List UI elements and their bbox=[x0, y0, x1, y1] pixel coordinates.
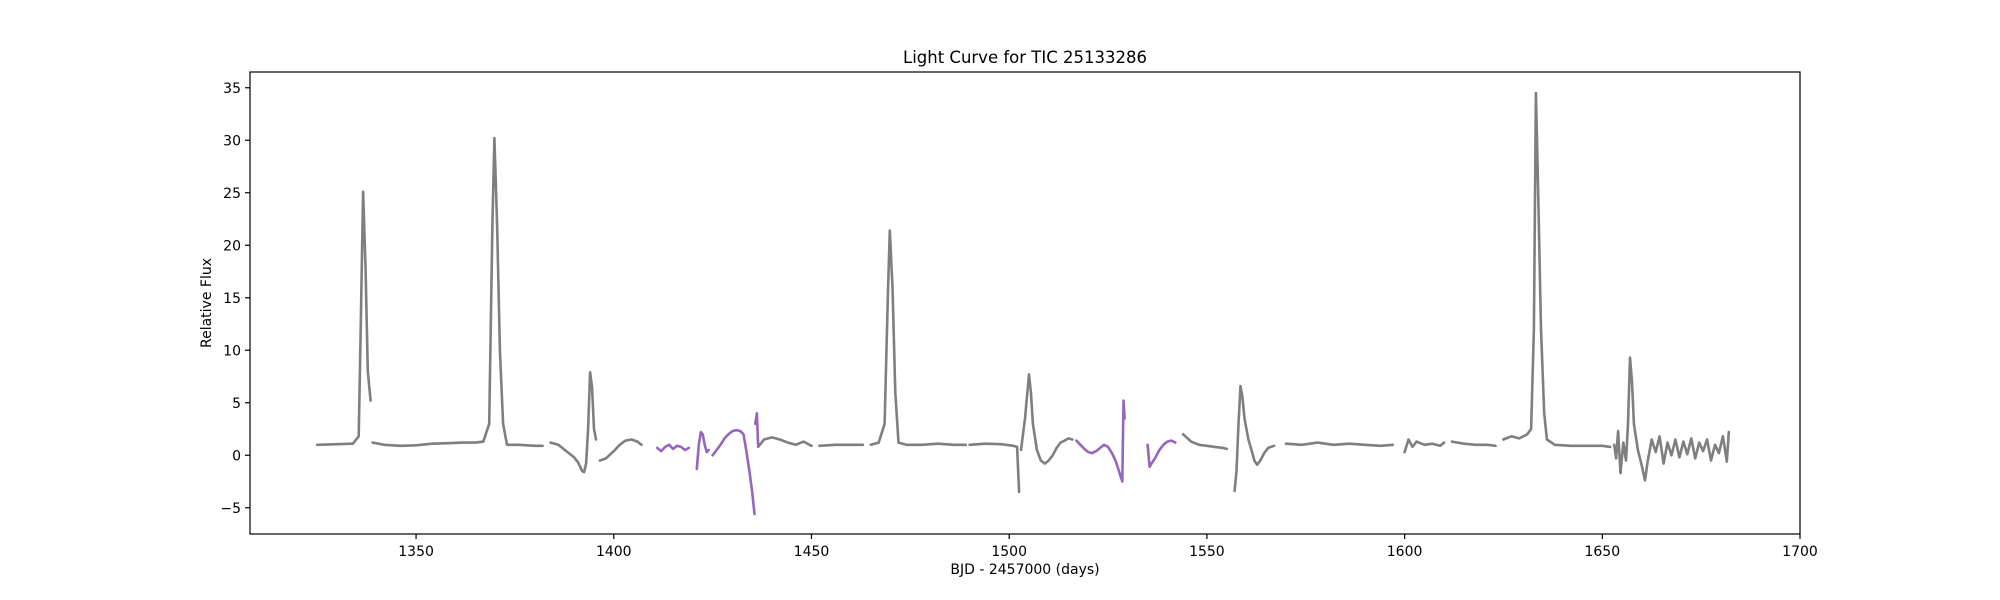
series-1-segment-4 bbox=[1075, 399, 1126, 483]
y-tick-label-15: 15 bbox=[223, 291, 241, 307]
series-1-segment-2 bbox=[711, 428, 756, 516]
y-tick-label-20: 20 bbox=[223, 238, 241, 254]
y-tick-label--5: −5 bbox=[220, 501, 241, 517]
x-axis-label: BJD - 2457000 (days) bbox=[950, 562, 1099, 578]
series-0-segment-4 bbox=[756, 436, 813, 449]
series-0-segment-9 bbox=[1181, 433, 1228, 451]
x-tick-label-1350: 1350 bbox=[398, 544, 434, 560]
series-1-segment-3 bbox=[754, 412, 760, 447]
x-tick-label-1600: 1600 bbox=[1387, 544, 1423, 560]
series-0-segment-1 bbox=[371, 136, 544, 448]
y-tick-label-5: 5 bbox=[232, 396, 241, 412]
series-0-segment-11 bbox=[1284, 441, 1394, 448]
series-0-segment-15 bbox=[1612, 356, 1731, 482]
series-0-segment-14 bbox=[1502, 91, 1612, 449]
y-axis-label: Relative Flux bbox=[199, 258, 215, 348]
series-0-segment-7 bbox=[968, 442, 1021, 494]
x-axis: 1350 1400 1450 1500 1550 1600 1650 1700 bbox=[398, 534, 1818, 560]
y-tick-label-0: 0 bbox=[232, 448, 241, 464]
series-1-segment-0 bbox=[656, 443, 691, 453]
chart-title: Light Curve for TIC 25133286 bbox=[903, 48, 1147, 67]
series-0-segment-13 bbox=[1450, 440, 1497, 448]
x-tick-label-1700: 1700 bbox=[1782, 544, 1818, 560]
x-tick-label-1450: 1450 bbox=[794, 544, 830, 560]
series-0-segment-12 bbox=[1403, 438, 1446, 454]
y-tick-label-30: 30 bbox=[223, 133, 241, 149]
y-axis: −5 0 5 10 15 20 25 30 35 bbox=[220, 81, 250, 517]
series-0-segment-5 bbox=[818, 443, 865, 448]
series-0-segment-3 bbox=[598, 438, 643, 462]
y-tick-label-10: 10 bbox=[223, 343, 241, 359]
series-1-segment-1 bbox=[695, 430, 710, 471]
series-0-segment-10 bbox=[1233, 384, 1276, 493]
x-tick-label-1500: 1500 bbox=[991, 544, 1027, 560]
x-tick-label-1550: 1550 bbox=[1189, 544, 1225, 560]
x-tick-label-1400: 1400 bbox=[596, 544, 632, 560]
plot-frame bbox=[249, 71, 1801, 535]
series-0-segment-2 bbox=[549, 371, 598, 474]
series-layer bbox=[315, 91, 1731, 516]
series-0-segment-6 bbox=[869, 229, 967, 447]
series-0-segment-0 bbox=[315, 190, 372, 447]
y-tick-label-25: 25 bbox=[223, 186, 241, 202]
series-0 bbox=[315, 91, 1731, 494]
series-1 bbox=[656, 399, 1177, 516]
series-1-segment-5 bbox=[1146, 439, 1177, 469]
x-tick-label-1650: 1650 bbox=[1584, 544, 1620, 560]
series-0-segment-8 bbox=[1019, 373, 1074, 465]
y-tick-label-35: 35 bbox=[223, 81, 241, 97]
